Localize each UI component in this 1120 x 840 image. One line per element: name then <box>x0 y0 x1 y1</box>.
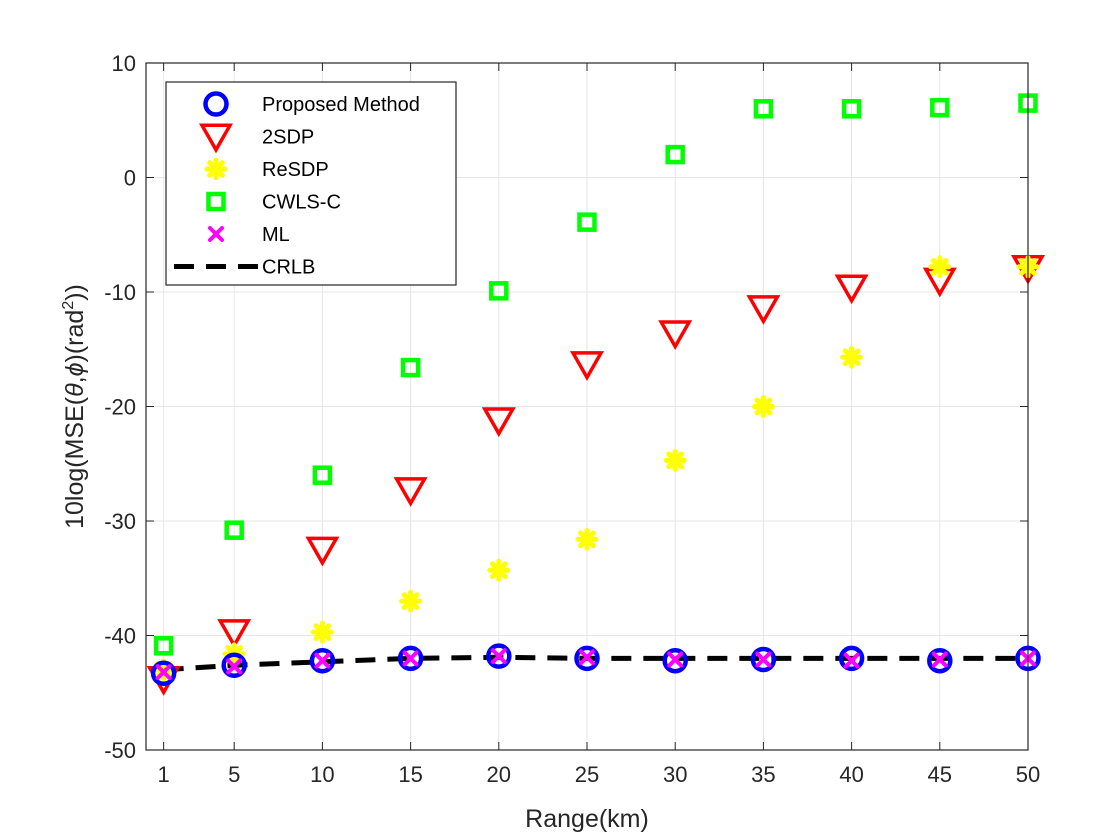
resdp-point <box>928 255 952 279</box>
2sdp-point <box>569 351 605 381</box>
cwls-c-point <box>224 520 244 540</box>
x-tick-label: 10 <box>310 762 334 787</box>
proposed-method-point <box>750 646 777 673</box>
x-tick-label: 25 <box>575 762 599 787</box>
2sdp-point <box>658 320 693 351</box>
ml-point <box>579 649 595 666</box>
legend-2sdp-marker <box>198 123 234 154</box>
2sdp-point <box>746 295 781 325</box>
legend-ml-marker <box>208 226 224 242</box>
cwls-c-point <box>489 281 509 301</box>
proposed-method-point <box>927 647 953 674</box>
resdp-point <box>487 558 511 582</box>
legend-label: 2SDP <box>262 127 314 149</box>
2sdp-point <box>217 619 252 649</box>
y-tick-label: -40 <box>104 624 136 649</box>
ml-point <box>667 651 684 668</box>
proposed-method-point <box>221 652 247 679</box>
resdp-point <box>663 448 687 472</box>
legend: Proposed Method 2SDP ReSDP CWLS-C ML CRLB <box>165 81 457 286</box>
proposed-method-point <box>574 645 600 672</box>
resdp-point <box>310 620 334 644</box>
resdp-point <box>575 527 599 551</box>
ml-point <box>931 651 948 668</box>
x-axis-label: Range(km) <box>525 805 649 833</box>
y-tick-label: -10 <box>104 280 136 305</box>
legend-resdp-marker <box>204 157 228 181</box>
legend-label: ReSDP <box>262 159 329 181</box>
cwls-c-point <box>312 465 333 485</box>
y-tick-label: -30 <box>104 509 136 534</box>
y-tick-label: -50 <box>104 738 136 763</box>
ml-point <box>490 648 507 665</box>
x-tick-label: 15 <box>398 762 422 787</box>
proposed-method-point <box>662 647 688 674</box>
proposed-method-point <box>838 645 865 672</box>
legend-label: CWLS-C <box>262 192 341 214</box>
data-markers <box>146 93 1046 696</box>
y-axis-label: 10log(MSE(θ,ϕ)(rad2)) <box>60 284 89 529</box>
ml-point <box>314 652 331 669</box>
legend-cwls-c-marker <box>206 191 226 212</box>
legend-label: Proposed Method <box>262 94 420 116</box>
y-tick-label: -20 <box>104 395 136 420</box>
2sdp-point <box>481 407 516 438</box>
x-tick-label: 45 <box>928 762 952 787</box>
resdp-point <box>751 395 775 418</box>
legend-proposed-method-marker <box>203 91 229 117</box>
cwls-c-point <box>841 99 862 119</box>
2sdp-point <box>393 477 428 507</box>
proposed-method-point <box>309 647 336 674</box>
x-tick-label: 1 <box>158 762 170 787</box>
2sdp-point <box>305 536 340 567</box>
cwls-c-point <box>400 357 421 378</box>
cwls-c-point <box>930 97 950 118</box>
legend-label: CRLB <box>262 257 315 279</box>
ml-point <box>155 664 172 681</box>
resdp-point <box>399 589 423 613</box>
resdp-point <box>840 345 864 369</box>
x-tick-label: 40 <box>839 762 863 787</box>
2sdp-point <box>834 274 869 305</box>
cwls-c-point <box>153 636 174 656</box>
x-tick-label: 35 <box>751 762 775 787</box>
cwls-c-point <box>753 99 774 119</box>
ml-point <box>843 652 860 669</box>
y-tick-label: 10 <box>112 51 136 76</box>
y-tick-label: 0 <box>124 166 136 191</box>
cwls-c-point <box>577 212 597 232</box>
x-tick-label: 50 <box>1016 762 1040 787</box>
proposed-method-point <box>150 660 177 687</box>
cwls-c-point <box>665 144 685 165</box>
ml-point <box>755 651 772 668</box>
x-tick-label: 20 <box>487 762 511 787</box>
ml-point <box>402 650 419 667</box>
x-tick-label: 5 <box>228 762 240 787</box>
x-tick-label: 30 <box>663 762 687 787</box>
proposed-method-point <box>397 645 424 672</box>
legend-label: ML <box>262 224 290 246</box>
ml-point <box>226 658 243 675</box>
proposed-method-point <box>486 643 512 669</box>
